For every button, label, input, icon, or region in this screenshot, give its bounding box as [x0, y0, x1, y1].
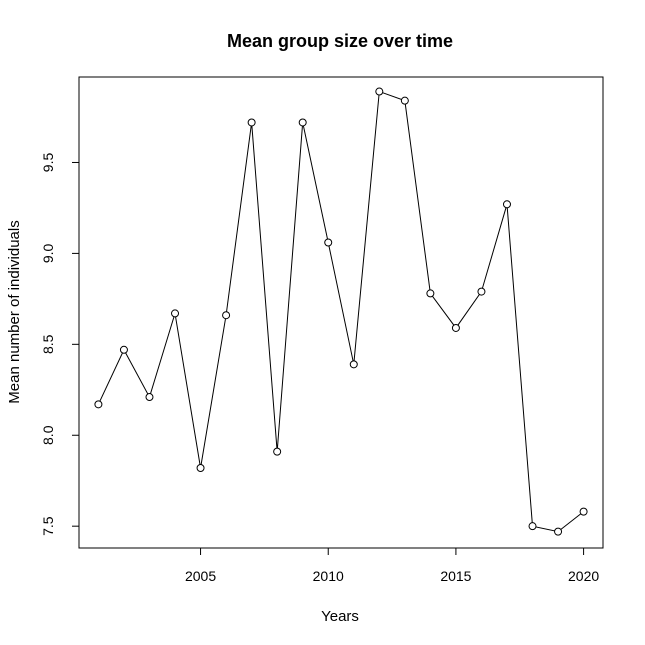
- data-point: [145, 393, 154, 402]
- y-tick-label: 9.5: [40, 153, 56, 173]
- data-point: [528, 522, 537, 531]
- data-point: [324, 238, 333, 247]
- data-point: [554, 527, 563, 536]
- x-axis: 2005 2010 2015 2020: [185, 547, 599, 584]
- data-point: [502, 200, 511, 209]
- y-tick-label: 9.0: [40, 243, 56, 263]
- x-tick-label: 2015: [440, 568, 471, 584]
- y-tick-label: 8.5: [40, 334, 56, 354]
- x-axis-label: Years: [321, 608, 359, 625]
- y-tick-label: 7.5: [40, 516, 56, 536]
- data-point: [375, 87, 384, 96]
- data-point: [94, 400, 103, 409]
- data-point: [579, 507, 588, 516]
- data-point: [400, 96, 409, 105]
- data-point: [298, 118, 307, 127]
- x-tick-label: 2005: [185, 568, 216, 584]
- x-tick-label: 2020: [568, 568, 599, 584]
- x-tick-label: 2010: [313, 568, 344, 584]
- data-point: [196, 463, 205, 472]
- y-tick-label: 8.0: [40, 425, 56, 445]
- data-point: [349, 360, 358, 369]
- data-point: [273, 447, 282, 456]
- chart-title: Mean group size over time: [227, 31, 453, 51]
- data-point: [426, 289, 435, 298]
- data-point: [451, 323, 460, 332]
- data-points: [94, 87, 588, 536]
- data-point: [247, 118, 256, 127]
- data-point: [171, 309, 180, 318]
- data-point: [222, 311, 231, 320]
- data-point: [477, 287, 486, 296]
- y-axis: 7.5 8.0 8.5 9.0 9.5: [40, 153, 80, 536]
- series-line: [97, 90, 584, 533]
- y-axis-label: Mean number of individuals: [6, 220, 23, 403]
- data-point: [119, 345, 128, 354]
- plot-frame: [78, 76, 604, 549]
